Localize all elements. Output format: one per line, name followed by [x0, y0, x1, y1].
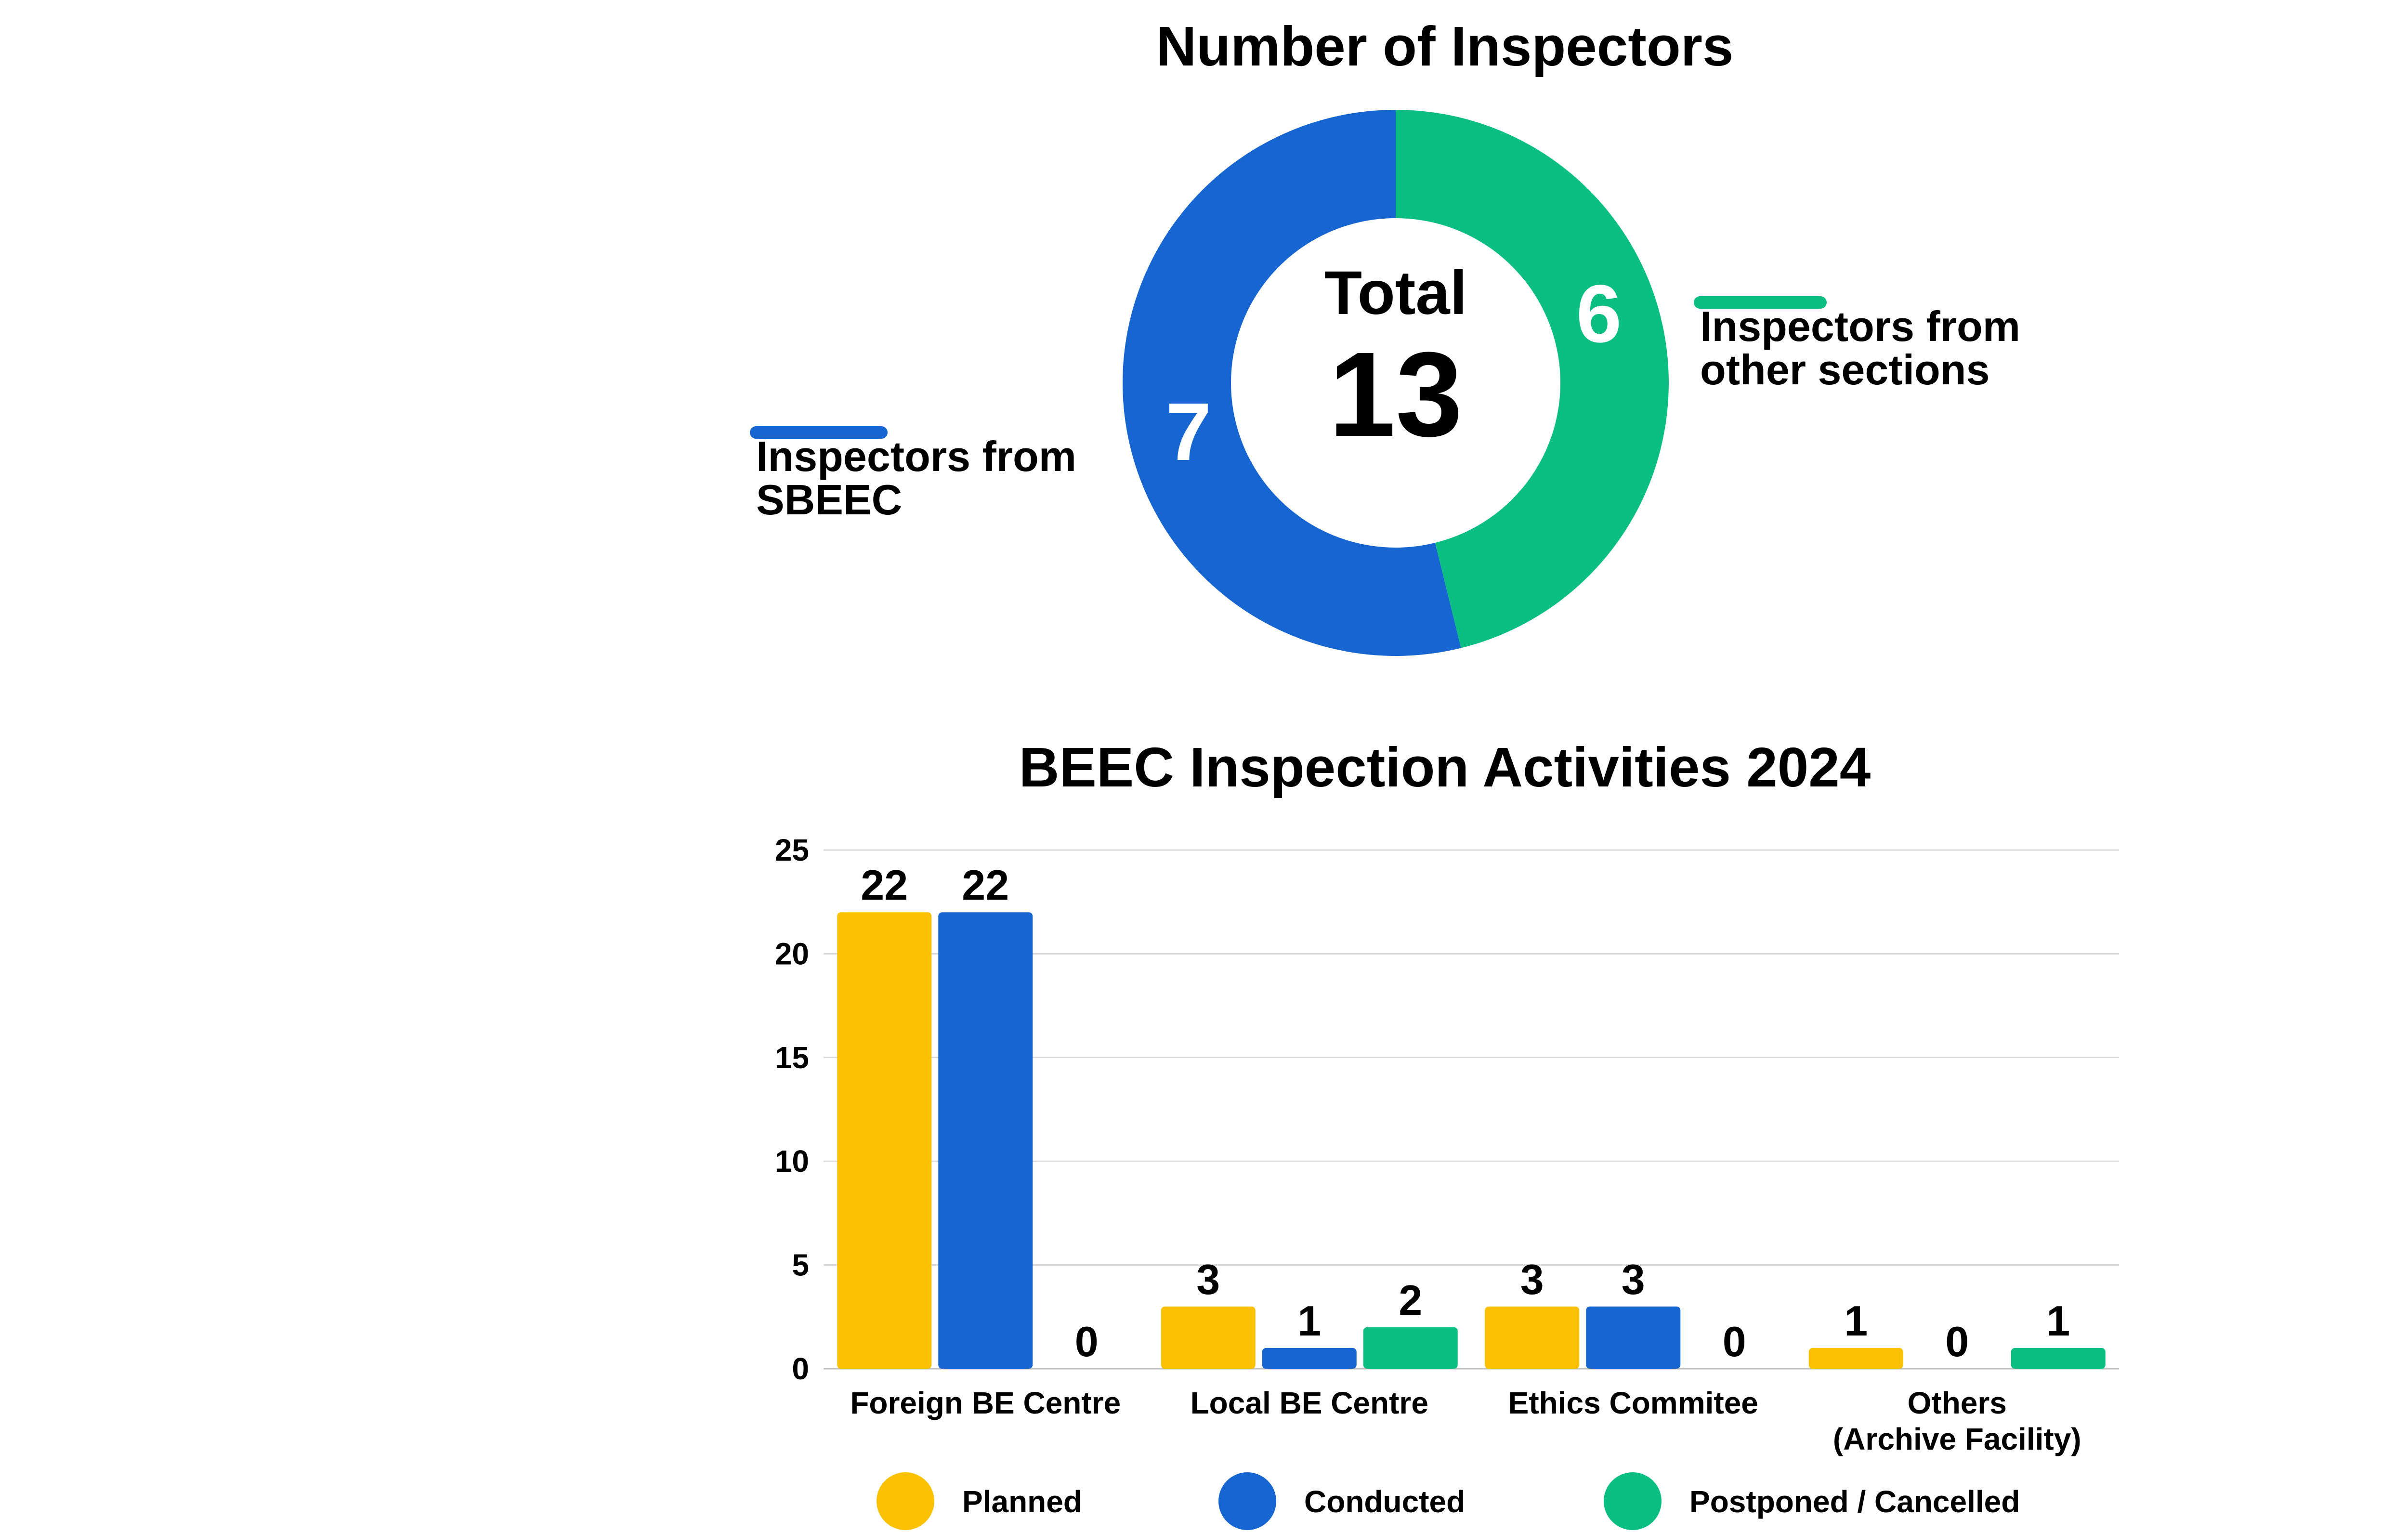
- donut-center-value: 13: [1329, 327, 1463, 461]
- y-tick-label: 5: [792, 1248, 809, 1283]
- bar-value-label: 22: [962, 861, 1009, 909]
- bar-value-label: 0: [1723, 1318, 1746, 1365]
- donut-slice-value: 6: [1576, 268, 1622, 360]
- bar-value-label: 3: [1622, 1256, 1645, 1303]
- y-tick-label: 20: [775, 936, 809, 971]
- bar: [1161, 1306, 1256, 1369]
- y-tick-label: 0: [792, 1351, 809, 1386]
- bar-value-label: 1: [2046, 1297, 2070, 1345]
- bar-value-label: 1: [1844, 1297, 1868, 1345]
- donut-slice: [1396, 110, 1669, 648]
- bar-value-label: 1: [1297, 1297, 1321, 1345]
- bar: [1586, 1306, 1681, 1369]
- x-tick-label: Ethics Commitee: [1508, 1386, 1758, 1420]
- bar: [1363, 1327, 1458, 1369]
- bar: [2011, 1348, 2106, 1369]
- x-tick-label: (Archive Facility): [1833, 1422, 2081, 1456]
- donut-slice: [1123, 110, 1461, 656]
- x-tick-label: Local BE Centre: [1191, 1386, 1428, 1420]
- legend-label: Conducted: [1304, 1484, 1465, 1519]
- y-tick-label: 15: [775, 1040, 809, 1075]
- bar-value-label: 0: [1945, 1318, 1969, 1365]
- bar-value-label: 22: [861, 861, 908, 909]
- donut-slice-label: Inspectors from: [1700, 302, 2020, 350]
- bar: [837, 912, 932, 1369]
- bar-value-label: 3: [1520, 1256, 1544, 1303]
- bar-value-label: 3: [1196, 1256, 1220, 1303]
- legend-marker: [1604, 1472, 1662, 1530]
- bar-value-label: 2: [1399, 1276, 1422, 1324]
- bar: [938, 912, 1033, 1369]
- legend-marker: [1218, 1472, 1276, 1530]
- donut-slice-value: 7: [1166, 386, 1212, 478]
- y-tick-label: 25: [775, 833, 809, 867]
- legend-label: Planned: [962, 1484, 1082, 1519]
- donut-center-label: Total: [1324, 259, 1467, 327]
- donut-slice-label: Inspectors from: [756, 432, 1076, 480]
- donut-slice-label: other sections: [1700, 346, 1989, 393]
- bar: [1808, 1348, 1903, 1369]
- donut-chart-title: Number of Inspectors: [1156, 15, 1734, 78]
- bar-value-label: 0: [1075, 1318, 1099, 1365]
- legend-marker: [877, 1472, 934, 1530]
- y-tick-label: 10: [775, 1144, 809, 1178]
- bar: [1485, 1306, 1580, 1369]
- bar-chart-title: BEEC Inspection Activities 2024: [1019, 736, 1871, 799]
- donut-slice-label: SBEEC: [756, 476, 902, 524]
- bar: [1262, 1348, 1357, 1369]
- x-tick-label: Foreign BE Centre: [850, 1386, 1121, 1420]
- x-tick-label: Others: [1908, 1386, 2007, 1420]
- legend-label: Postponed / Cancelled: [1689, 1484, 2020, 1519]
